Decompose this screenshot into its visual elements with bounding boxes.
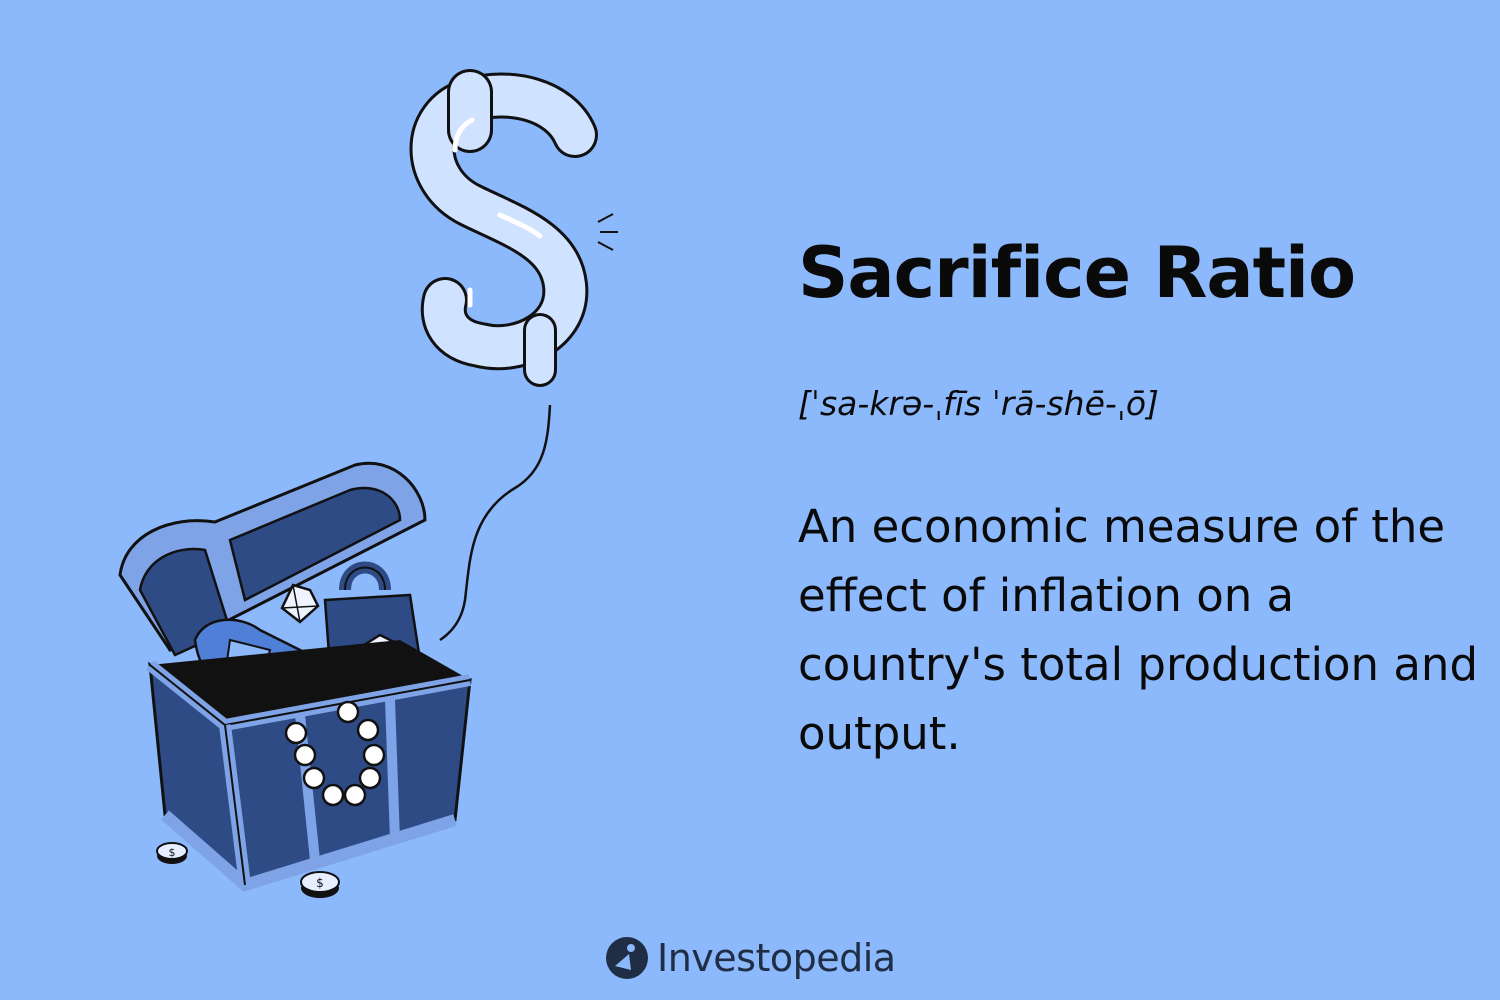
term-title: Sacrifice Ratio: [798, 232, 1356, 314]
brand-name: Investopedia: [657, 936, 896, 980]
svg-text:$: $: [169, 846, 176, 859]
gem-icon: [280, 583, 320, 624]
brand-logo: Investopedia: [605, 932, 896, 984]
chest-body: [146, 640, 472, 892]
pronunciation: [ˈsa-krə-ˌfīs ˈrā-shē-ˌō]: [798, 384, 1159, 423]
svg-text:$: $: [316, 876, 324, 890]
definition-text: An economic measure of the effect of inf…: [798, 500, 1479, 760]
investopedia-logo-icon: [606, 937, 648, 979]
dollar-balloon-icon: [409, 69, 618, 387]
pearl-necklace-icon: [284, 700, 386, 807]
coin-icon: $: [300, 871, 340, 898]
coin-icon: $: [156, 842, 188, 864]
treasure-chest-illustration: $ $: [118, 69, 618, 898]
balloon-string: [439, 404, 552, 642]
